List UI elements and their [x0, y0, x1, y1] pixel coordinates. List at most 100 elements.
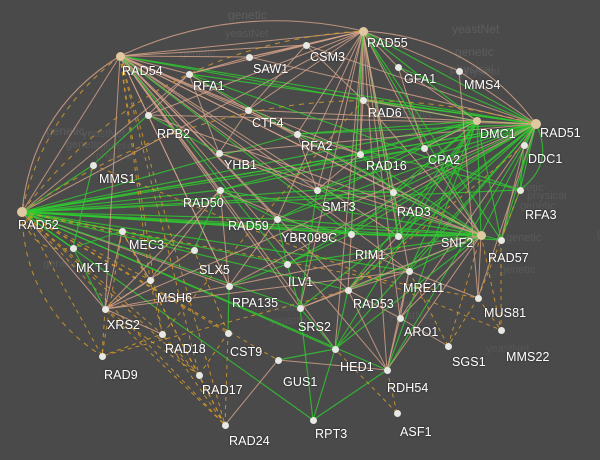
graph-node-yhb1[interactable] [215, 149, 223, 157]
network-edge [219, 189, 482, 236]
graph-node-rfa3[interactable] [516, 186, 524, 194]
network-edge [218, 152, 482, 236]
network-edge [219, 120, 478, 191]
network-edge [397, 120, 478, 237]
graph-node-rad57[interactable] [497, 236, 505, 244]
network-edge [21, 73, 190, 213]
graph-node-rad50[interactable] [216, 186, 224, 194]
graph-node-rad9[interactable] [98, 352, 106, 360]
graph-node-xrs2[interactable] [101, 305, 109, 313]
network-edge [21, 211, 399, 237]
network-edge [423, 120, 478, 149]
graph-node-dmc1[interactable] [473, 117, 481, 125]
graph-node-mre11[interactable] [405, 267, 413, 275]
graph-node-rad51[interactable] [531, 119, 541, 129]
network-edge [480, 234, 502, 331]
graph-node-cst9[interactable] [224, 329, 232, 337]
network-edge [21, 211, 279, 361]
network-edge [299, 189, 318, 309]
graph-node-ddc1[interactable] [520, 141, 528, 149]
graph-node-rad16[interactable] [356, 150, 364, 158]
graph-node-rfa2[interactable] [293, 130, 301, 138]
graph-node-csm3[interactable] [302, 41, 310, 49]
graph-node-saw1[interactable] [245, 53, 253, 61]
graph-node-rad54[interactable] [115, 51, 125, 61]
network-edge [447, 234, 482, 347]
graph-node-rpb2[interactable] [144, 111, 152, 119]
network-edge [224, 359, 279, 426]
graph-node-slx5[interactable] [190, 246, 198, 254]
network-edge [119, 55, 336, 350]
graph-node-msh6[interactable] [146, 276, 154, 284]
network-edge [198, 332, 229, 376]
network-edge [299, 307, 314, 421]
graph-node-srs2[interactable] [296, 304, 304, 312]
network-edge [299, 307, 336, 350]
graph-node-rim1[interactable] [394, 232, 402, 240]
network-edge [350, 233, 482, 236]
network-edge [21, 211, 288, 265]
network-edge [362, 30, 478, 122]
graph-node-rdh54[interactable] [383, 366, 391, 374]
network-edge [21, 211, 349, 291]
graph-node-rad55[interactable] [358, 26, 368, 36]
graph-node-gus1[interactable] [274, 356, 282, 364]
graph-node-hed1[interactable] [331, 345, 339, 353]
network-edge [119, 55, 394, 193]
network-edge [119, 55, 200, 376]
network-edge [386, 234, 482, 371]
network-edge [147, 114, 230, 287]
graph-node-rad24[interactable] [221, 421, 229, 429]
network-edge [286, 123, 537, 265]
network-edge [21, 30, 364, 213]
network-edge [219, 189, 278, 220]
graph-node-smt3[interactable] [313, 186, 321, 194]
graph-node-rad53[interactable] [344, 286, 352, 294]
network-edge [392, 123, 537, 193]
graph-node-asf1[interactable] [393, 409, 401, 417]
graph-node-rpa135[interactable] [225, 282, 233, 290]
graph-node-ybr099c[interactable] [347, 230, 355, 238]
network-edge [500, 123, 537, 241]
network-edge [305, 44, 537, 125]
graph-node-rfa1[interactable] [185, 70, 193, 78]
network-edge [277, 359, 388, 371]
network-edge [286, 234, 482, 265]
network-edge [119, 55, 288, 265]
network-edge [72, 230, 123, 249]
graph-node-mus81[interactable] [474, 294, 482, 302]
network-edge [350, 123, 537, 235]
network-edge [121, 230, 195, 251]
network-edge [458, 70, 537, 125]
graph-node-aro1[interactable] [396, 314, 404, 322]
network-edge-curved [21, 55, 121, 213]
graph-node-rad52[interactable] [17, 207, 27, 217]
graph-node-rad3[interactable] [389, 188, 397, 196]
graph-node-mec3[interactable] [118, 227, 126, 235]
graph-node-rad18[interactable] [158, 330, 166, 338]
graph-node-ctf4[interactable] [244, 106, 252, 114]
graph-node-cpa2[interactable] [420, 144, 428, 152]
network-edge [296, 133, 318, 191]
graph-node-mms1[interactable] [89, 161, 97, 169]
graph-node-rad17[interactable] [195, 371, 203, 379]
network-edge [476, 120, 482, 236]
network-edge-curved [362, 30, 537, 125]
graph-node-mms4[interactable] [455, 67, 463, 75]
graph-node-rad59[interactable] [273, 215, 281, 223]
graph-node-sgs1[interactable] [444, 342, 452, 350]
network-edge [101, 308, 106, 357]
network-edge [161, 99, 364, 335]
graph-node-mms22[interactable] [497, 326, 505, 334]
graph-node-gfa1[interactable] [394, 63, 402, 71]
network-edge [21, 211, 200, 376]
graph-node-rad6[interactable] [359, 96, 367, 104]
network-edge [21, 211, 410, 272]
network-edge [392, 191, 399, 237]
graph-node-ilv1[interactable] [283, 260, 291, 268]
graph-node-rpt3[interactable] [309, 416, 317, 424]
graph-node-mkt1[interactable] [69, 244, 77, 252]
graph-node-snf2[interactable] [476, 230, 486, 240]
network-edge [362, 30, 460, 72]
